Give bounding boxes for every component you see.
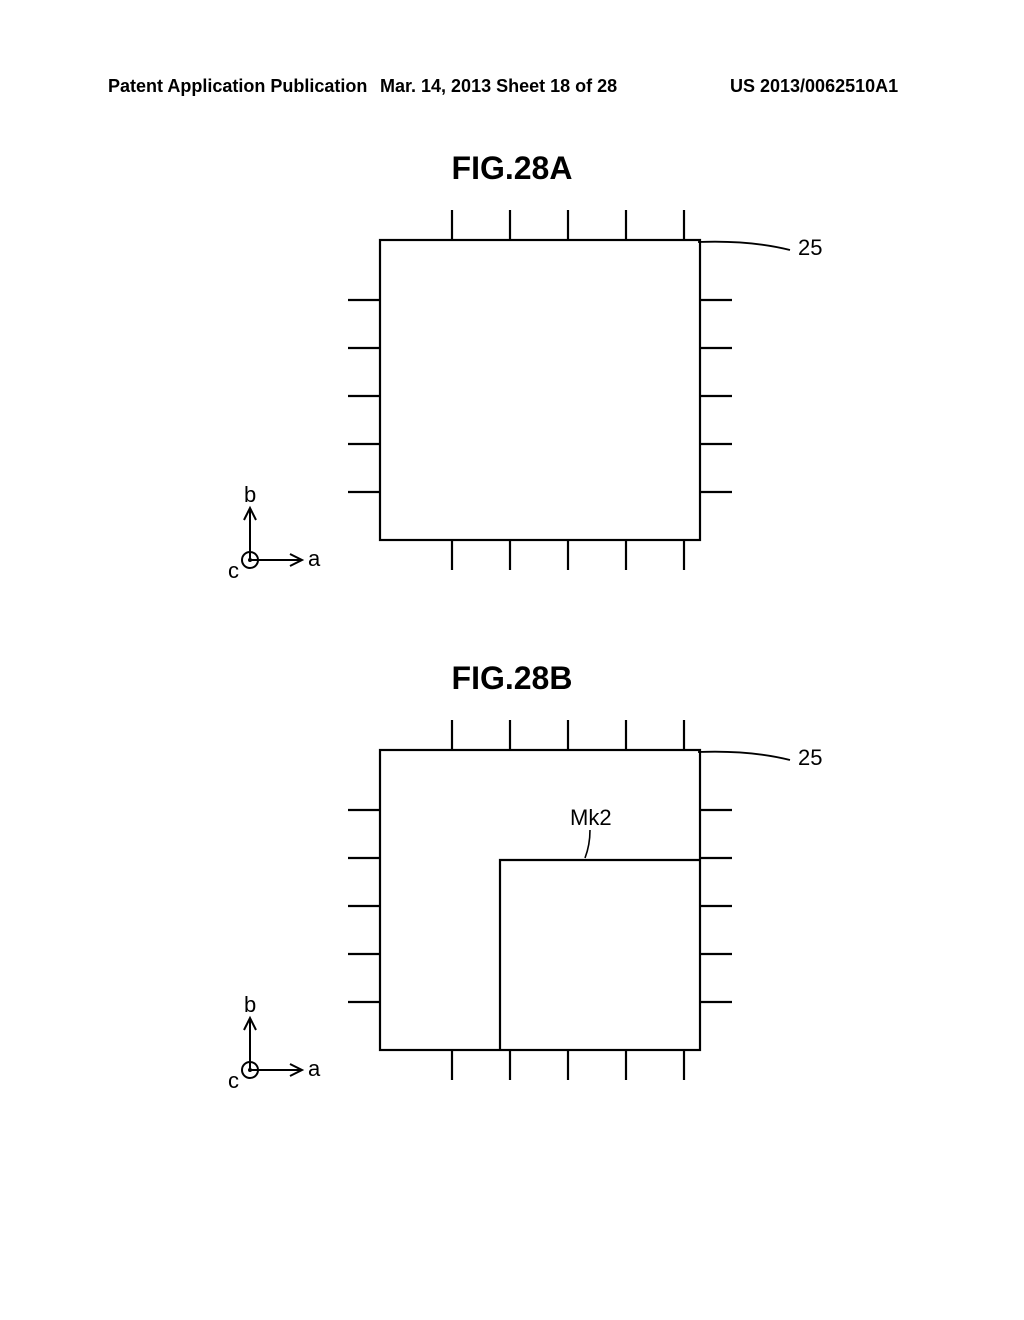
axis-c-label: c bbox=[228, 558, 239, 583]
leader-25 bbox=[698, 752, 790, 760]
leader-25 bbox=[698, 242, 790, 250]
mk2-label: Mk2 bbox=[570, 805, 612, 830]
chip-ref-label: 25 bbox=[798, 745, 822, 770]
fig-28a-svg: 25 b a c bbox=[220, 200, 860, 600]
mk2-box bbox=[500, 860, 700, 1050]
axis-b-label: b bbox=[244, 482, 256, 507]
fig-28a-container: 25 b a c bbox=[220, 200, 860, 600]
chip-body bbox=[380, 240, 700, 540]
axes-icon: b a c bbox=[228, 482, 321, 583]
chip-body bbox=[380, 750, 700, 1050]
header-right: US 2013/0062510A1 bbox=[730, 76, 898, 97]
axis-c-label: c bbox=[228, 1068, 239, 1093]
fig-28b-svg: 25 Mk2 b a c bbox=[220, 710, 860, 1110]
fig-28b-title: FIG.28B bbox=[452, 660, 573, 697]
header-mid: Mar. 14, 2013 Sheet 18 of 28 bbox=[380, 76, 617, 97]
chip-ref-label: 25 bbox=[798, 235, 822, 260]
leader-mk2 bbox=[585, 830, 590, 858]
header-left: Patent Application Publication bbox=[108, 76, 367, 97]
axes-icon: b a c bbox=[228, 992, 321, 1093]
axis-a-label: a bbox=[308, 546, 321, 571]
axis-b-label: b bbox=[244, 992, 256, 1017]
axis-a-label: a bbox=[308, 1056, 321, 1081]
fig-28a-title: FIG.28A bbox=[452, 150, 573, 187]
fig-28b-container: 25 Mk2 b a c bbox=[220, 710, 860, 1110]
